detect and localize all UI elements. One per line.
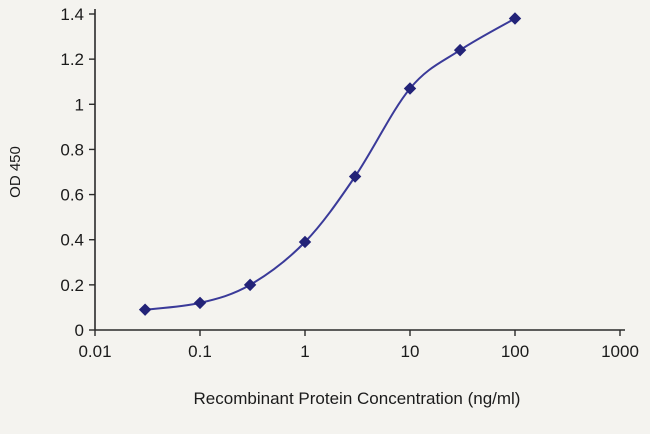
y-tick-label: 0 — [75, 321, 84, 340]
y-tick-label: 1.4 — [60, 5, 84, 24]
y-tick-label: 0.6 — [60, 186, 84, 205]
data-point-marker — [348, 170, 362, 183]
x-tick-label: 100 — [501, 342, 529, 361]
x-axis-title: Recombinant Protein Concentration (ng/ml… — [194, 389, 521, 408]
y-tick-label: 1.2 — [60, 50, 84, 69]
x-tick-label: 0.01 — [78, 342, 111, 361]
y-tick-label: 0.4 — [60, 231, 84, 250]
data-point-marker — [453, 43, 467, 57]
y-axis-title: OD 450 — [7, 146, 24, 198]
y-tick-label: 0.2 — [60, 276, 84, 295]
data-point-marker — [403, 82, 417, 95]
y-tick-label: 1 — [75, 95, 84, 114]
x-tick-label: 0.1 — [188, 342, 212, 361]
x-tick-label: 1000 — [601, 342, 639, 361]
data-point-marker — [193, 296, 207, 310]
y-tick-label: 0.8 — [60, 140, 84, 159]
data-point-marker — [508, 12, 522, 25]
x-tick-label: 1 — [300, 342, 309, 361]
x-tick-label: 10 — [401, 342, 420, 361]
series-line — [144, 17, 516, 311]
data-point-marker — [138, 303, 152, 316]
data-point-marker — [298, 235, 312, 249]
data-point-marker — [243, 278, 257, 292]
